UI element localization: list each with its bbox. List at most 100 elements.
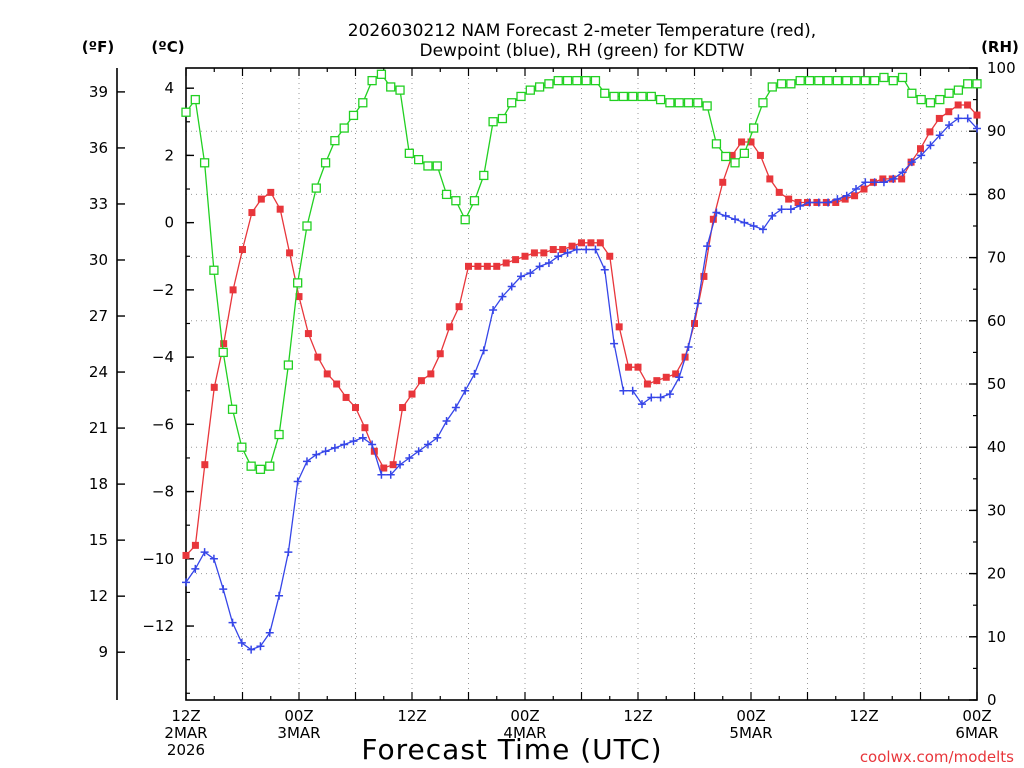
dewpoint-c-point [786, 205, 795, 214]
x-tick-label: 00Z [736, 707, 765, 725]
temperature-c-point [625, 363, 633, 371]
dewpoint-c-point [386, 470, 395, 479]
temperature-c-point [568, 242, 576, 250]
temperature-c-point [747, 138, 755, 146]
temperature-c-point [465, 262, 472, 270]
rh-tick-label: 0 [987, 691, 997, 709]
dewpoint-c-point [451, 403, 460, 412]
temperature-c-point [549, 246, 557, 254]
dewpoint-c-point [200, 548, 209, 557]
rh-point [348, 110, 359, 121]
rh-point [479, 170, 489, 181]
x-tick-label: 12Z [171, 707, 200, 725]
dewpoint-c-point [703, 242, 712, 251]
temperature-c-point [691, 319, 698, 327]
celsius-tick-label: −8 [152, 483, 174, 501]
dewpoint-c-point [302, 457, 311, 466]
rh-point [581, 75, 591, 86]
rh-tick-label: 80 [987, 185, 1006, 203]
dewpoint-c-point [647, 393, 656, 402]
temperature-c-point [342, 393, 350, 401]
dewpoint-c-point [637, 400, 646, 409]
rh-point [255, 464, 266, 474]
temperature-c-point [257, 195, 265, 203]
temperature-c-point [201, 461, 209, 469]
temperature-c-point [436, 350, 444, 358]
rh-point [665, 98, 675, 108]
rh-point [395, 85, 405, 95]
temperature-c-point [512, 256, 520, 264]
rh-point [265, 461, 275, 471]
temperature-c-point [653, 377, 661, 385]
dewpoint-c-point [517, 272, 526, 281]
temperature-c-point [323, 370, 331, 378]
celsius-tick-label: −2 [152, 281, 174, 299]
grid [186, 68, 977, 700]
celsius-unit-label: (ºC) [151, 38, 184, 56]
rh-tick-label: 50 [987, 375, 1006, 393]
dewpoint-c-point [963, 114, 972, 123]
rh-point [413, 154, 424, 165]
rh-point [488, 117, 498, 127]
rh-tick-label: 30 [987, 501, 1006, 519]
dewpoint-c-point [954, 114, 963, 123]
temperature-c-point [314, 353, 322, 361]
temperature-c-point [719, 178, 727, 186]
chart-title-line-1: 2026030212 NAM Forecast 2-meter Temperat… [348, 21, 816, 41]
x-tick-label: 5MAR [729, 724, 772, 742]
fahrenheit-tick-label: 30 [89, 251, 108, 269]
dewpoint-c-point [879, 178, 888, 187]
celsius-tick-label: 2 [164, 146, 174, 164]
dewpoint-c-point [433, 433, 442, 442]
temperature-c-point [879, 175, 887, 183]
rh-point [544, 79, 554, 89]
dewpoint-c-point [498, 292, 507, 301]
rh-point [181, 107, 191, 117]
temperature-c-point [596, 239, 604, 247]
rh-point [572, 75, 582, 86]
dewpoint-c-point [396, 460, 405, 469]
rh-point [739, 148, 750, 158]
dewpoint-c-point [526, 269, 535, 278]
rh-point [190, 94, 200, 105]
rh-point [637, 91, 647, 102]
rh-point [888, 75, 898, 86]
dewpoint-c-point [889, 174, 898, 183]
rh-point [218, 347, 228, 358]
rh-point [469, 196, 480, 206]
rh-point [702, 101, 712, 111]
rh-point [497, 113, 508, 124]
celsius-tick-label: −10 [142, 550, 174, 568]
rh-point [851, 75, 861, 86]
rh-point [972, 79, 982, 89]
dewpoint-c-point [321, 447, 330, 456]
dewpoint-c-point [684, 343, 693, 352]
temperature-c-point [860, 185, 868, 193]
temperature-c-point [304, 330, 312, 338]
dewpoint-c-point [619, 386, 628, 395]
dewpoint-c-point [191, 564, 200, 573]
rh-point [730, 158, 740, 168]
dewpoint-c-point [368, 440, 377, 449]
dewpoint-c-point [293, 477, 302, 486]
axes: 912151821242730333639−12−10−8−6−4−202401… [89, 59, 1016, 759]
temperature-c-point [709, 215, 717, 223]
temperature-c-point [615, 323, 623, 331]
x-tick-label: 12Z [849, 707, 878, 725]
temperature-c-point [935, 114, 943, 122]
dewpoint-c-point [414, 447, 423, 456]
dewpoint-c-point [842, 191, 851, 200]
dewpoint-c-point [237, 638, 246, 647]
temperature-c-point [926, 128, 934, 136]
celsius-tick-label: 0 [164, 214, 174, 232]
rh-point [860, 75, 870, 86]
dewpoint-c-point [814, 198, 823, 207]
rh-point [590, 75, 601, 86]
temperature-c-point [917, 145, 924, 153]
temperature-c-point [220, 340, 228, 348]
dewpoint-c-point [582, 245, 591, 254]
dewpoint-c-point [870, 178, 879, 187]
temperature-c-point [502, 259, 510, 267]
credit-text: coolwx.com/modelts [860, 748, 1014, 766]
